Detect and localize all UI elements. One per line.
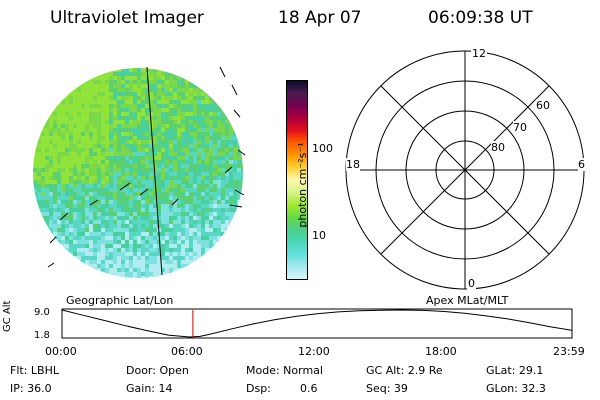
lat-label-70: 70 [513, 121, 527, 134]
coastline-segment [49, 236, 57, 244]
geographic-title: Geographic Lat/Lon [66, 294, 174, 307]
status-mode: Mode: Normal [246, 364, 323, 377]
coastline-segment [219, 66, 226, 78]
lat-label-60: 60 [536, 99, 550, 112]
coastline-segment [234, 189, 245, 196]
xtick-18: 18:00 [425, 345, 457, 358]
uv-image [33, 66, 246, 278]
apex-title: Apex MLat/MLT [426, 294, 509, 307]
status-gain: Gain: 14 [126, 382, 173, 395]
xtick-2359: 23:59 [553, 345, 585, 358]
status-dsp-label: Dsp: [246, 382, 271, 395]
altitude-ytick-min: 1.8 [34, 330, 50, 341]
altitude-plot [61, 308, 573, 339]
status-glat: GLat: 29.1 [486, 364, 544, 377]
coastline-segment [59, 212, 69, 221]
colorbar-tick-100: 100 [312, 142, 333, 155]
xtick-12: 12:00 [298, 345, 330, 358]
colorbar [286, 80, 308, 280]
status-glon: GLon: 32.3 [486, 382, 546, 395]
date-label: 18 Apr 07 [278, 8, 362, 28]
colorbar-tick-10: 10 [312, 229, 326, 242]
altitude-ylabel: GC Alt [2, 300, 13, 332]
status-ip: IP: 36.0 [10, 382, 52, 395]
altitude-plot-frame [61, 308, 573, 339]
mlt-label-0: 0 [467, 277, 476, 290]
coastline-segment [47, 262, 55, 268]
instrument-title: Ultraviolet Imager [50, 8, 204, 28]
status-dsp-value: 0.6 [300, 382, 318, 395]
coastline-segment [233, 109, 241, 118]
mlt-label-12: 12 [471, 47, 487, 60]
mlt-label-6: 6 [578, 158, 585, 171]
xtick-06: 06:00 [171, 345, 203, 358]
xtick-00: 00:00 [45, 345, 77, 358]
colorbar-unit-label: photon cm⁻²s⁻¹ [296, 142, 310, 228]
status-gc-alt: GC Alt: 2.9 Re [366, 364, 443, 377]
status-flt: Flt: LBHL [10, 364, 59, 377]
altitude-ytick-max: 9.0 [34, 307, 50, 318]
status-seq: Seq: 39 [366, 382, 408, 395]
coastline-segment [229, 204, 243, 208]
lat-label-80: 80 [491, 141, 505, 154]
altitude-curve [61, 309, 572, 338]
mlat-mlt-polar-grid [345, 50, 585, 290]
uv-emission-pixels [33, 68, 243, 278]
coastline-segment [237, 149, 246, 156]
coastline-segment [231, 84, 238, 96]
coastline-segment [89, 199, 99, 206]
terminator-line [146, 66, 163, 276]
status-door: Door: Open [126, 364, 189, 377]
coastline-segment [119, 182, 131, 191]
mlt-label-18: 18 [346, 158, 360, 171]
coastline-segment [224, 166, 233, 174]
time-label: 06:09:38 UT [428, 8, 533, 28]
coastline-segment [139, 188, 149, 196]
coastline-segment [171, 198, 179, 206]
